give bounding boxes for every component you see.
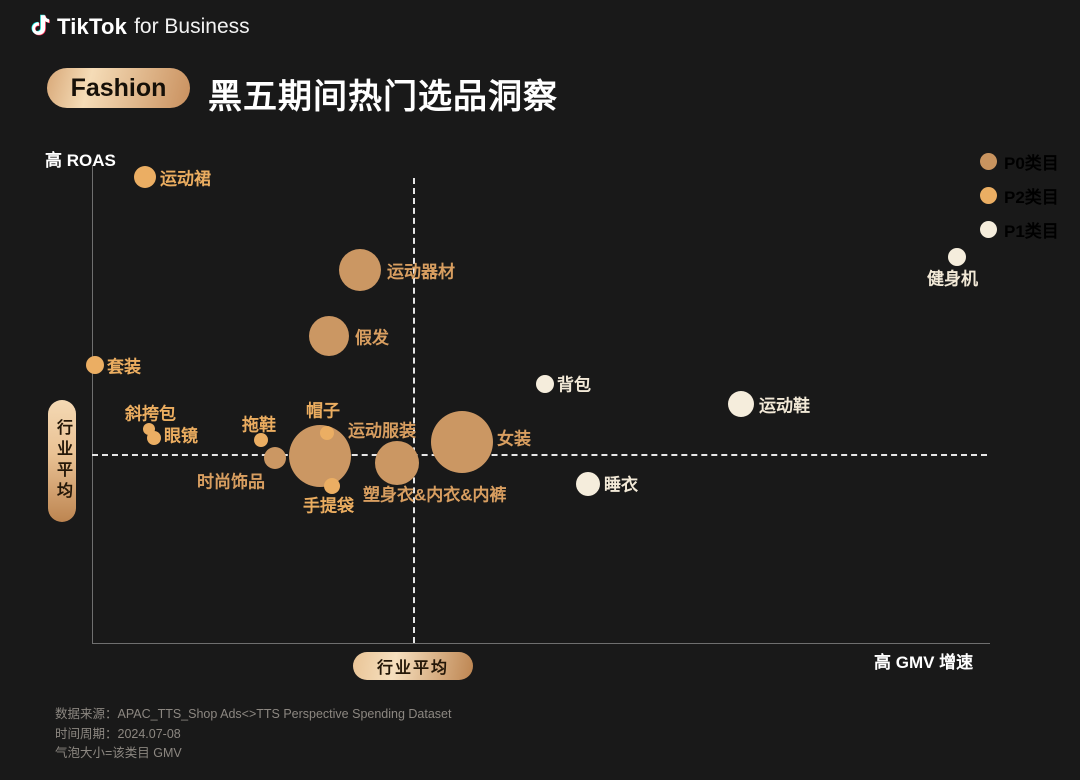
bubble-label-运动服装: 运动服装 (348, 421, 416, 441)
legend-dot-p0 (980, 153, 997, 170)
bubble-label-塑身衣&内衣&内裤: 塑身衣&内衣&内裤 (363, 485, 507, 505)
bubble-运动裙 (134, 166, 156, 188)
bubble-label-拖鞋: 拖鞋 (242, 415, 276, 435)
tiktok-note-icon (31, 14, 50, 36)
bubble-label-运动鞋: 运动鞋 (759, 396, 810, 416)
bubble-睡衣 (576, 472, 600, 496)
industry-average-vertical-dashed-line (413, 178, 415, 643)
legend-dot-p2 (980, 187, 997, 204)
legend-dot-p1 (980, 221, 997, 238)
logo-suffix-text: for Business (134, 15, 250, 38)
bubble-女装 (431, 411, 493, 473)
bubble-label-睡衣: 睡衣 (604, 475, 638, 495)
bubble-label-背包: 背包 (557, 375, 591, 395)
bubble-塑身衣&内衣&内裤 (375, 441, 419, 485)
legend-label-p1: P1类目 (1004, 222, 1059, 241)
footer-notes: 数据来源：APAC_TTS_Shop Ads<>TTS Perspective … (55, 705, 451, 764)
y-axis-average-pill-label: 行业平均 (54, 419, 71, 503)
bubble-眼镜 (147, 431, 161, 445)
logo-brand-text: TikTok (57, 14, 128, 39)
x-axis-average-pill: 行业平均 (353, 652, 473, 680)
tiktok-for-business-logo: TikTok for Business (28, 14, 250, 40)
bubble-label-手提袋: 手提袋 (303, 496, 354, 516)
bubble-拖鞋 (254, 433, 268, 447)
footer-data-source: 数据来源：APAC_TTS_Shop Ads<>TTS Perspective … (55, 707, 452, 721)
bubble-label-运动裙: 运动裙 (160, 169, 211, 189)
bubble-label-假发: 假发 (355, 328, 389, 348)
fashion-category-badge: Fashion (47, 68, 190, 108)
bubble-时尚饰品 (264, 447, 286, 469)
bubble-label-时尚饰品: 时尚饰品 (197, 472, 265, 492)
bubble-label-眼镜: 眼镜 (164, 426, 198, 446)
bubble-运动鞋 (728, 391, 754, 417)
industry-average-horizontal-dashed-line (92, 454, 987, 456)
legend-label-p0: P0类目 (1004, 154, 1059, 173)
footer-bubble-size-note: 气泡大小=该类目 GMV (55, 746, 182, 760)
y-axis-average-pill: 行业平均 (48, 400, 76, 522)
bubble-label-套装: 套装 (107, 357, 141, 377)
bubble-套装 (86, 356, 104, 374)
bubble-label-健身机: 健身机 (927, 269, 978, 289)
bubble-手提袋 (324, 478, 340, 494)
y-axis-title: 高 ROAS (45, 151, 116, 170)
page-title: 黑五期间热门选品洞察 (208, 78, 558, 116)
bubble-label-女装: 女装 (497, 429, 531, 449)
bubble-假发 (309, 316, 349, 356)
legend-item-p0: P0类目 (980, 149, 1059, 174)
chart-legend: P0类目 P2类目 P1类目 (980, 149, 1059, 242)
y-axis-line (92, 165, 93, 643)
footer-time-period: 时间周期：2024.07-08 (55, 726, 181, 741)
bubble-label-帽子: 帽子 (306, 401, 340, 421)
legend-item-p2: P2类目 (980, 183, 1059, 208)
x-axis-title: 高 GMV 增速 (874, 653, 974, 672)
bubble-label-运动器材: 运动器材 (387, 262, 455, 282)
x-axis-line (92, 643, 990, 644)
bubble-帽子 (320, 426, 334, 440)
legend-label-p2: P2类目 (1004, 188, 1059, 207)
bubble-背包 (536, 375, 554, 393)
legend-item-p1: P1类目 (980, 217, 1059, 242)
bubble-健身机 (948, 248, 966, 266)
bubble-label-斜挎包: 斜挎包 (125, 404, 176, 424)
bubble-运动器材 (339, 249, 381, 291)
